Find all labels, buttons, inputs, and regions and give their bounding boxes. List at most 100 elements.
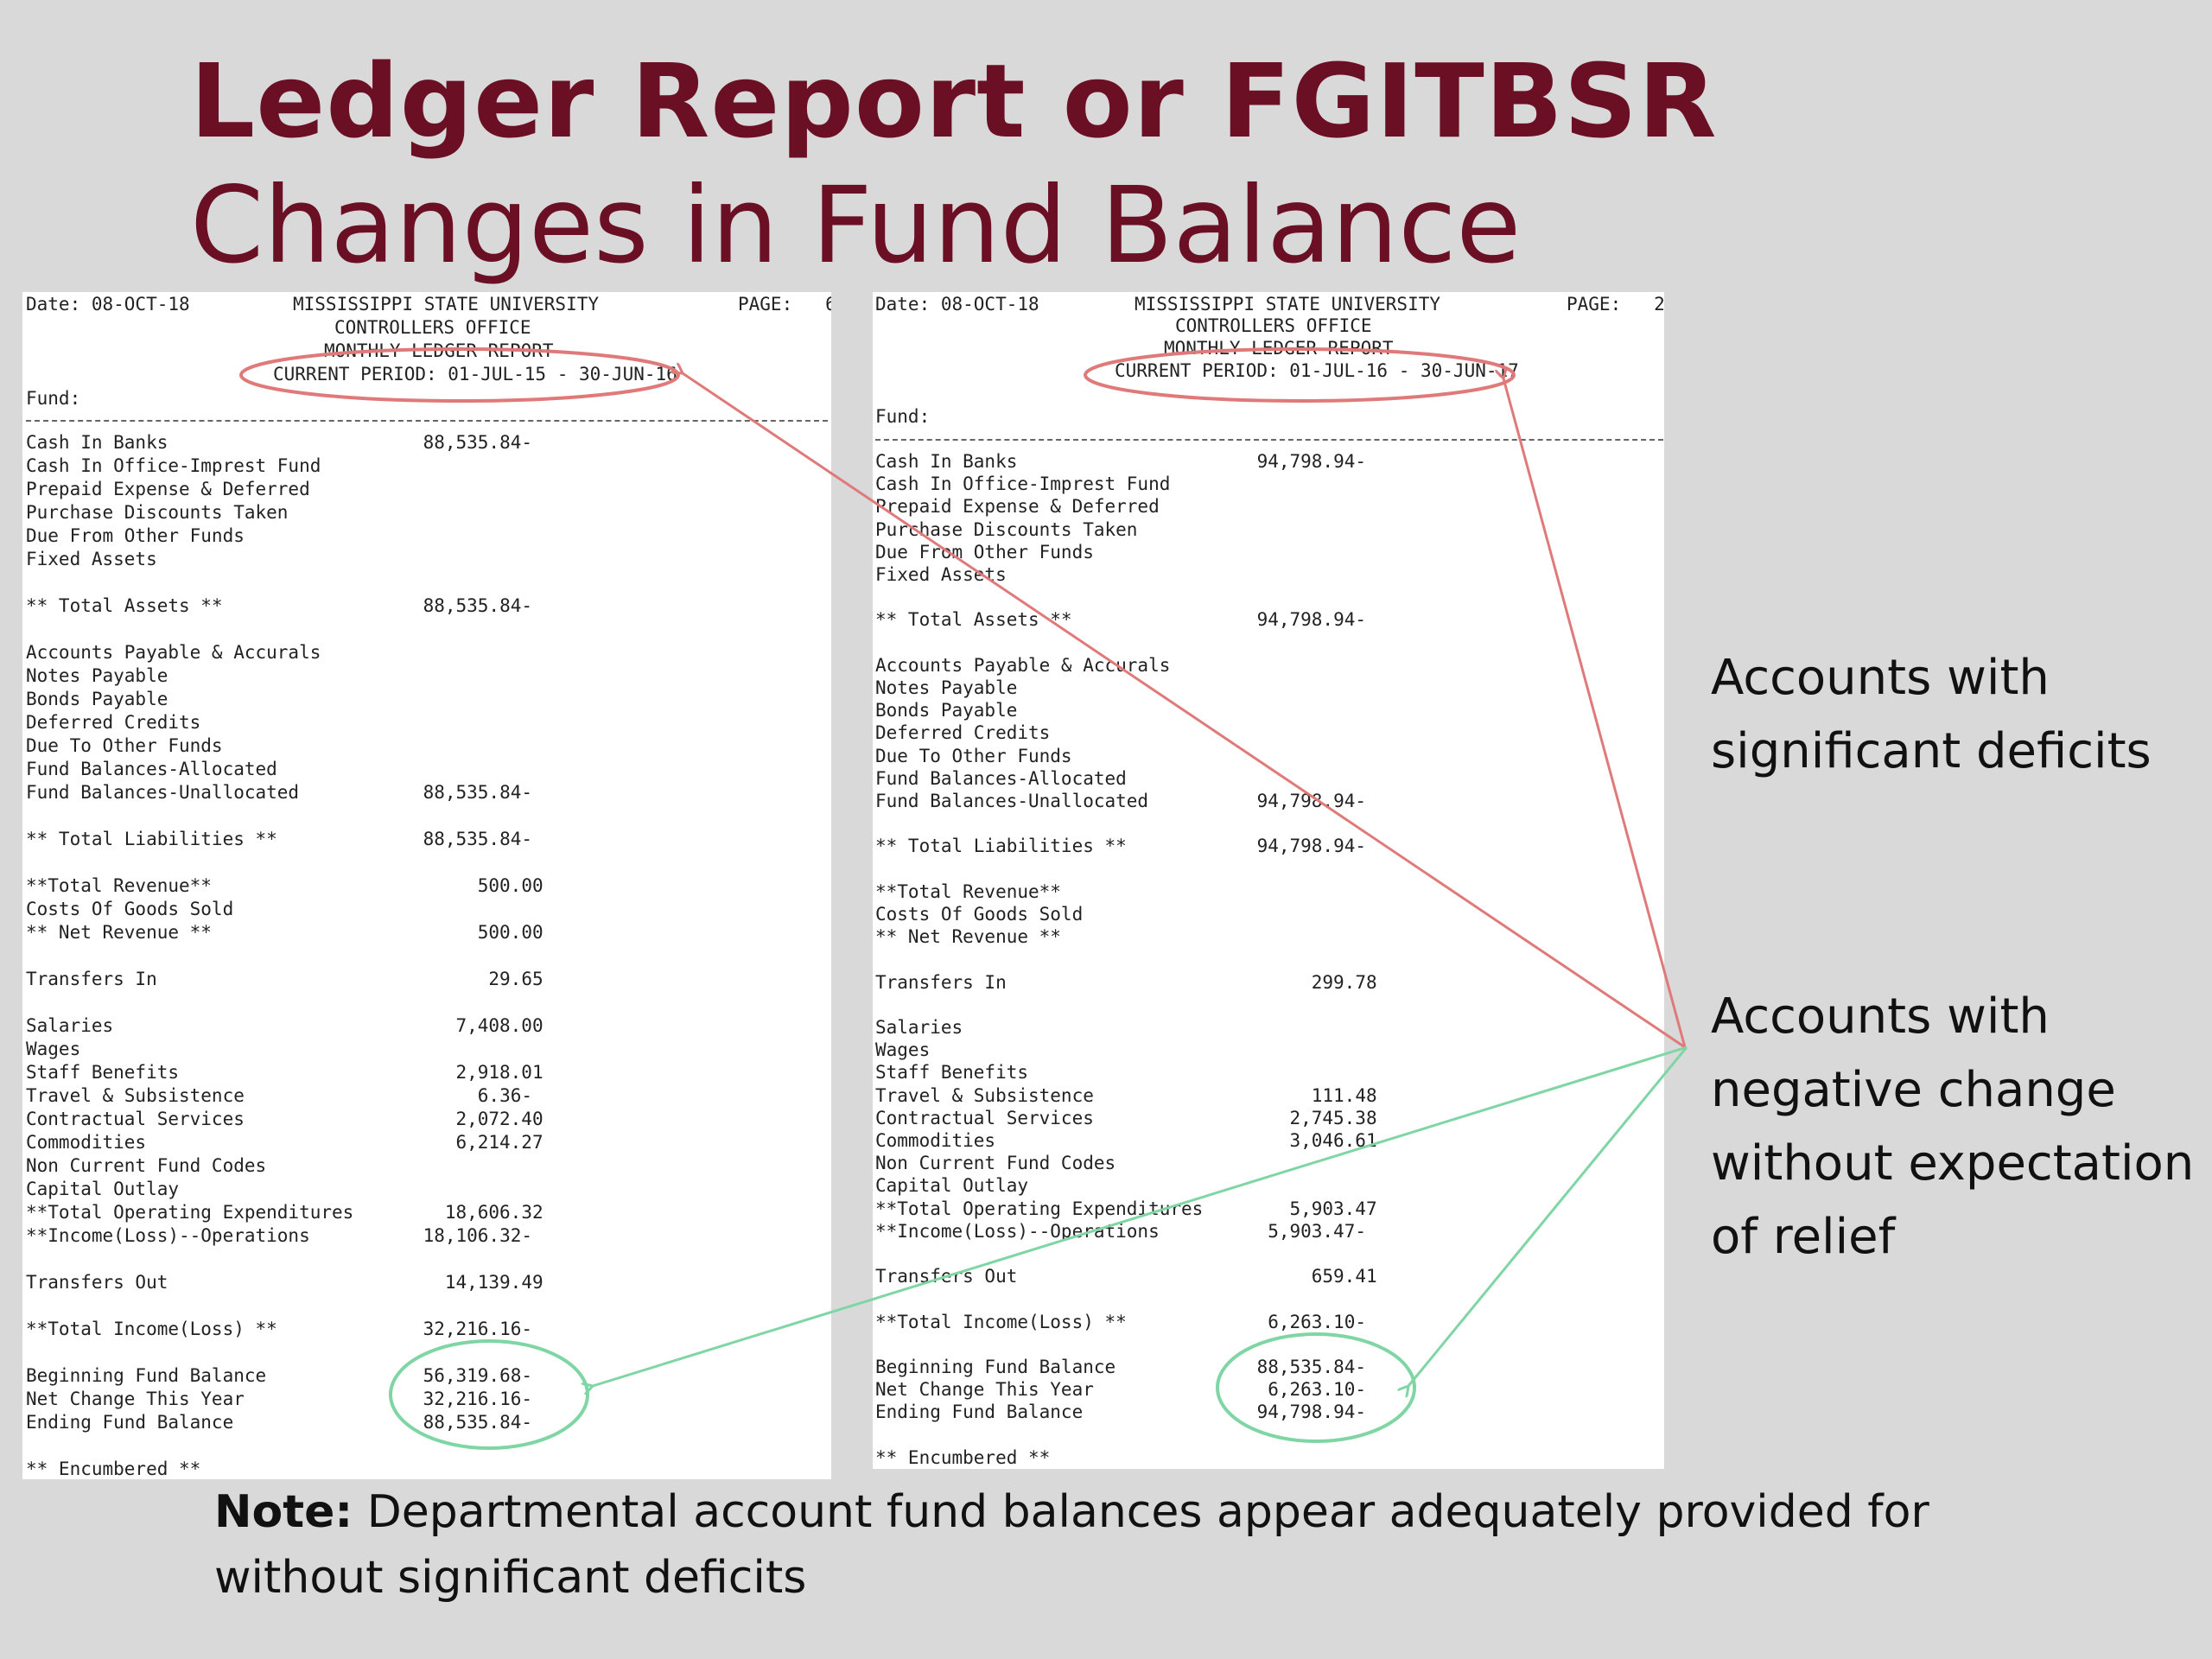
report-page: PAGE: 6 bbox=[738, 294, 831, 315]
ledger-row-label: **Total Income(Loss) ** bbox=[26, 1319, 277, 1339]
ledger-row-label: Contractual Services bbox=[26, 1109, 245, 1129]
ledger-row-label: **Income(Loss)--Operations bbox=[875, 1220, 1160, 1242]
callout-line: significant deficits bbox=[1711, 723, 2152, 779]
slide-subtitle: Changes in Fund Balance bbox=[190, 164, 1522, 287]
ledger-row-label: **Income(Loss)--Operations bbox=[26, 1225, 310, 1246]
callout-line: of relief bbox=[1711, 1209, 1896, 1265]
ledger-row-label: Bonds Payable bbox=[875, 700, 1018, 721]
ledger-row-label: Transfers Out bbox=[875, 1268, 1017, 1286]
period-highlight-left bbox=[239, 347, 680, 403]
arrow-to-period-right bbox=[1503, 378, 1687, 1048]
fund-balance-highlight-left bbox=[389, 1339, 589, 1450]
ledger-row-label: Transfers In bbox=[875, 971, 1007, 993]
slide-note: Note: Departmental account fund balances… bbox=[214, 1479, 1929, 1611]
ledger-row-value: 2,072.40 bbox=[455, 1109, 543, 1129]
ledger-row-value: 500.00 bbox=[477, 875, 543, 896]
ledger-row-label: Net Change This Year bbox=[875, 1379, 1094, 1401]
ledger-row-value: 94,798.94- bbox=[1256, 1402, 1366, 1423]
ledger-row-value: 7,408.00 bbox=[455, 1015, 543, 1036]
arrow-to-fund-balance-left bbox=[593, 1046, 1688, 1386]
ledger-row-label: Travel & Subsistence bbox=[26, 1085, 245, 1106]
ledger-row-label: ** Encumbered ** bbox=[26, 1459, 201, 1479]
ledger-row-label: Fund Balances-Allocated bbox=[875, 767, 1127, 789]
ledger-row-value: 88,535.84- bbox=[423, 432, 532, 453]
ledger-row-value: 6,214.27 bbox=[455, 1132, 543, 1153]
ledger-row-value: 6,263.10- bbox=[1268, 1311, 1366, 1332]
report-date: Date: 08-OCT-18 bbox=[26, 294, 190, 315]
ledger-row-label: Fixed Assets bbox=[26, 549, 157, 569]
ledger-row-label: Salaries bbox=[875, 1017, 963, 1038]
ledger-row-label: ** Total Liabilities ** bbox=[875, 836, 1127, 857]
ledger-row-label: Non Current Fund Codes bbox=[26, 1155, 267, 1176]
ledger-row-label: Bonds Payable bbox=[26, 689, 168, 709]
callout-negative-change: Accounts with negative change without ex… bbox=[1711, 980, 2194, 1274]
report-fund: Fund: bbox=[26, 388, 81, 409]
report-name: MONTHLY LEDGER REPORT bbox=[1164, 338, 1394, 359]
report-university: MISSISSIPPI STATE UNIVERSITY bbox=[1135, 294, 1441, 315]
ledger-row-label: Fund Balances-Allocated bbox=[26, 759, 277, 779]
ledger-row-label: Cash In Banks bbox=[875, 451, 1018, 472]
callout-line: Accounts with bbox=[1711, 650, 2050, 706]
ledger-row-label: Prepaid Expense & Deferred bbox=[875, 496, 1160, 518]
report-period: CURRENT PERIOD: 01-JUL-15 - 30-JUN-16 bbox=[273, 364, 677, 385]
ledger-row-label: Beginning Fund Balance bbox=[875, 1357, 1116, 1377]
period-highlight-right bbox=[1084, 347, 1516, 403]
fund-balance-highlight-right bbox=[1216, 1332, 1416, 1443]
ledger-row-label: Accounts Payable & Accurals bbox=[26, 642, 321, 663]
ledger-row-label: Fixed Assets bbox=[875, 564, 1007, 585]
ledger-row-value: 32,216.16- bbox=[423, 1319, 532, 1339]
ledger-row-label: ** Total Liabilities ** bbox=[26, 829, 277, 849]
ledger-row-value: 94,798.94- bbox=[1256, 791, 1366, 811]
report-divider bbox=[26, 420, 828, 422]
ledger-row-value: 2,745.38 bbox=[1289, 1107, 1377, 1128]
ledger-row-label: Commodities bbox=[26, 1132, 147, 1153]
ledger-row-label: ** Encumbered ** bbox=[875, 1446, 1051, 1468]
report-office: CONTROLLERS OFFICE bbox=[1175, 315, 1372, 336]
ledger-row-value: 5,903.47 bbox=[1289, 1198, 1377, 1219]
ledger-row-label: ** Total Assets ** bbox=[875, 609, 1072, 631]
report-period: CURRENT PERIOD: 01-JUL-16 - 30-JUN-17 bbox=[1115, 360, 1519, 381]
ledger-row-label: Beginning Fund Balance bbox=[26, 1365, 267, 1386]
ledger-row-label: **Total Operating Expenditures bbox=[26, 1202, 354, 1223]
ledger-row-label: Due To Other Funds bbox=[875, 745, 1072, 766]
report-date: Date: 08-OCT-18 bbox=[875, 294, 1039, 315]
ledger-row-label: Notes Payable bbox=[875, 677, 1018, 698]
ledger-row-value: 659.41 bbox=[1311, 1266, 1377, 1287]
ledger-row-label: **Total Revenue** bbox=[875, 880, 1061, 902]
arrow-to-fund-balance-right bbox=[1408, 1046, 1688, 1386]
ledger-row-label: Travel & Subsistence bbox=[875, 1084, 1094, 1106]
ledger-row-value: 5,903.47- bbox=[1268, 1220, 1366, 1242]
ledger-row-label: Net Change This Year bbox=[26, 1389, 245, 1409]
ledger-row-label: Salaries bbox=[26, 1015, 114, 1036]
ledger-row-label: Deferred Credits bbox=[26, 712, 201, 733]
ledger-row-label: Cash In Office-Imprest Fund bbox=[26, 455, 321, 476]
ledger-row-value: 14,139.49 bbox=[444, 1272, 543, 1293]
ledger-row-value: 88,535.84- bbox=[423, 782, 532, 803]
ledger-row-value: 88,535.84- bbox=[423, 1412, 532, 1433]
ledger-row-label: **Total Operating Expenditures bbox=[875, 1198, 1204, 1219]
report-fund: Fund: bbox=[875, 406, 931, 427]
ledger-row-value: 29.65 bbox=[488, 969, 543, 989]
ledger-row-label: Transfers In bbox=[26, 969, 157, 989]
note-line-1: Note: Departmental account fund balances… bbox=[214, 1479, 1929, 1545]
note-prefix: Note: bbox=[214, 1486, 353, 1538]
ledger-row-value: 6.36- bbox=[477, 1085, 532, 1106]
ledger-row-value: 111.48 bbox=[1311, 1084, 1377, 1106]
ledger-row-label: Staff Benefits bbox=[26, 1062, 180, 1083]
report-divider bbox=[875, 439, 1663, 441]
ledger-row-label: Cash In Banks bbox=[26, 432, 168, 453]
ledger-row-label: Ending Fund Balance bbox=[26, 1412, 234, 1433]
ledger-row-label: Staff Benefits bbox=[875, 1062, 1029, 1084]
ledger-row-label: Costs Of Goods Sold bbox=[875, 904, 1084, 925]
ledger-row-label: Accounts Payable & Accurals bbox=[875, 654, 1171, 676]
callout-significant-deficits: Accounts with significant deficits bbox=[1711, 641, 2152, 788]
ledger-row-value: 88,535.84- bbox=[423, 595, 532, 616]
ledger-row-label: Wages bbox=[875, 1039, 931, 1061]
ledger-row-value: 3,046.61 bbox=[1289, 1130, 1377, 1151]
ledger-row-value: 88,535.84- bbox=[423, 829, 532, 849]
ledger-row-value: 94,798.94- bbox=[1256, 609, 1366, 631]
ledger-row-label: Capital Outlay bbox=[26, 1179, 180, 1199]
ledger-row-value: 56,319.68- bbox=[423, 1365, 532, 1386]
slide-title: Ledger Report or FGITBSR bbox=[190, 41, 1718, 161]
